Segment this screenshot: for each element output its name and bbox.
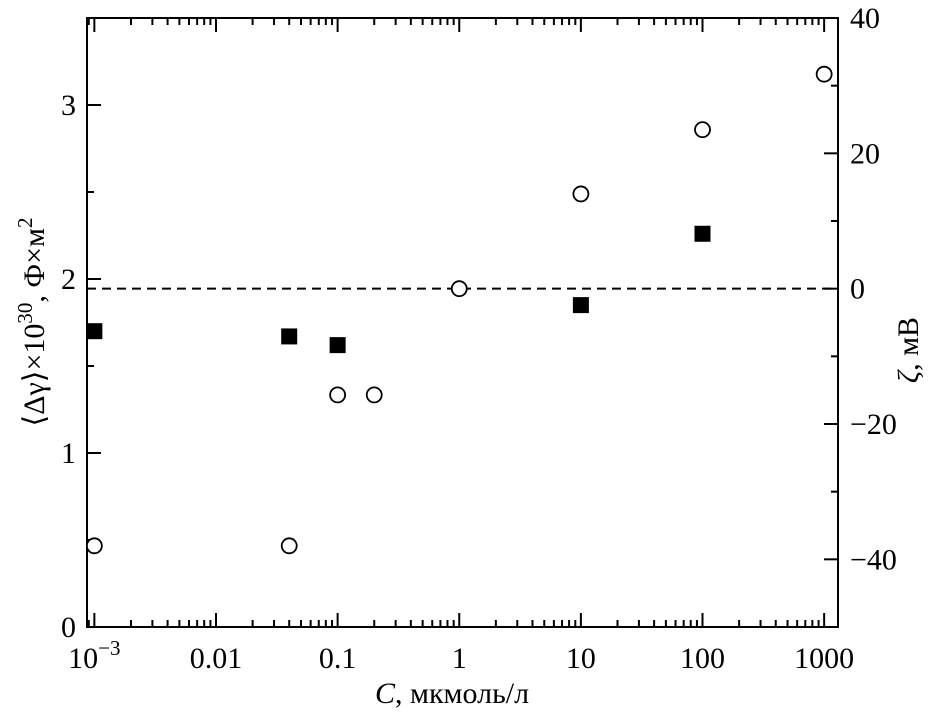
- x-tick-label: 1: [452, 642, 467, 675]
- open-circle-point: [329, 386, 347, 404]
- left-axis-title-prefix: ⟨Δγ⟩×10: [18, 324, 51, 427]
- x-tick-label: 10: [566, 642, 596, 675]
- x-axis-title-rest: , мкмоль/л: [395, 677, 529, 710]
- right-tick-label: 20: [850, 137, 880, 170]
- open-circle-point: [572, 185, 590, 203]
- right-axis-title-rest: , мВ: [892, 317, 925, 371]
- plot-frame: [86, 17, 839, 628]
- right-tick-label: 40: [850, 2, 880, 35]
- left-axis-title-mid: , Ф×м: [18, 228, 51, 303]
- right-tick-label: 0: [850, 273, 865, 306]
- filled-square-point: [694, 225, 711, 242]
- filled-square-point: [329, 337, 346, 354]
- right-axis-title: ζ, мВ: [892, 317, 925, 383]
- open-circle-point: [365, 386, 383, 404]
- x-axis-title-var: C: [375, 677, 396, 710]
- open-circle-point: [450, 280, 468, 298]
- x-tick-label: 100: [680, 642, 725, 675]
- right-axis-title-var: ζ: [892, 369, 925, 383]
- filled-square-point: [86, 323, 103, 340]
- x-tick-label: 1000: [794, 642, 854, 675]
- left-tick-label: 0: [61, 611, 76, 644]
- right-axis-ticks: −40 −20 0 20 40: [824, 2, 897, 628]
- right-tick-label: −40: [850, 543, 897, 576]
- x-tick-label: 10−3: [68, 636, 120, 675]
- x-tick-label: 0.1: [319, 642, 357, 675]
- open-circle-point: [815, 65, 833, 83]
- left-axis-title-exp2: 2: [13, 218, 37, 229]
- x-axis-title: C, мкмоль/л: [375, 677, 529, 710]
- filled-square-point: [281, 328, 298, 345]
- open-circle-point: [85, 537, 103, 555]
- right-tick-label: −20: [850, 408, 897, 441]
- left-axis-title-exp1: 30: [13, 303, 37, 324]
- data-points: [85, 65, 833, 555]
- left-tick-label: 1: [61, 437, 76, 470]
- left-axis-title: ⟨Δγ⟩×1030, Ф×м2: [13, 218, 51, 427]
- x-axis-ticks: 10−3 0.01 0.1 1 10 100 1000: [68, 18, 854, 675]
- x-tick-label-exponent: −3: [98, 636, 120, 660]
- filled-square-point: [572, 297, 589, 314]
- x-tick-label-base: 10: [68, 642, 98, 675]
- left-tick-label: 2: [61, 263, 76, 296]
- x-tick-label: 0.01: [190, 642, 243, 675]
- left-tick-label: 3: [61, 89, 76, 122]
- open-circle-point: [280, 537, 298, 555]
- left-axis-ticks: 0 1 2 3: [61, 17, 101, 644]
- open-circle-point: [694, 121, 711, 139]
